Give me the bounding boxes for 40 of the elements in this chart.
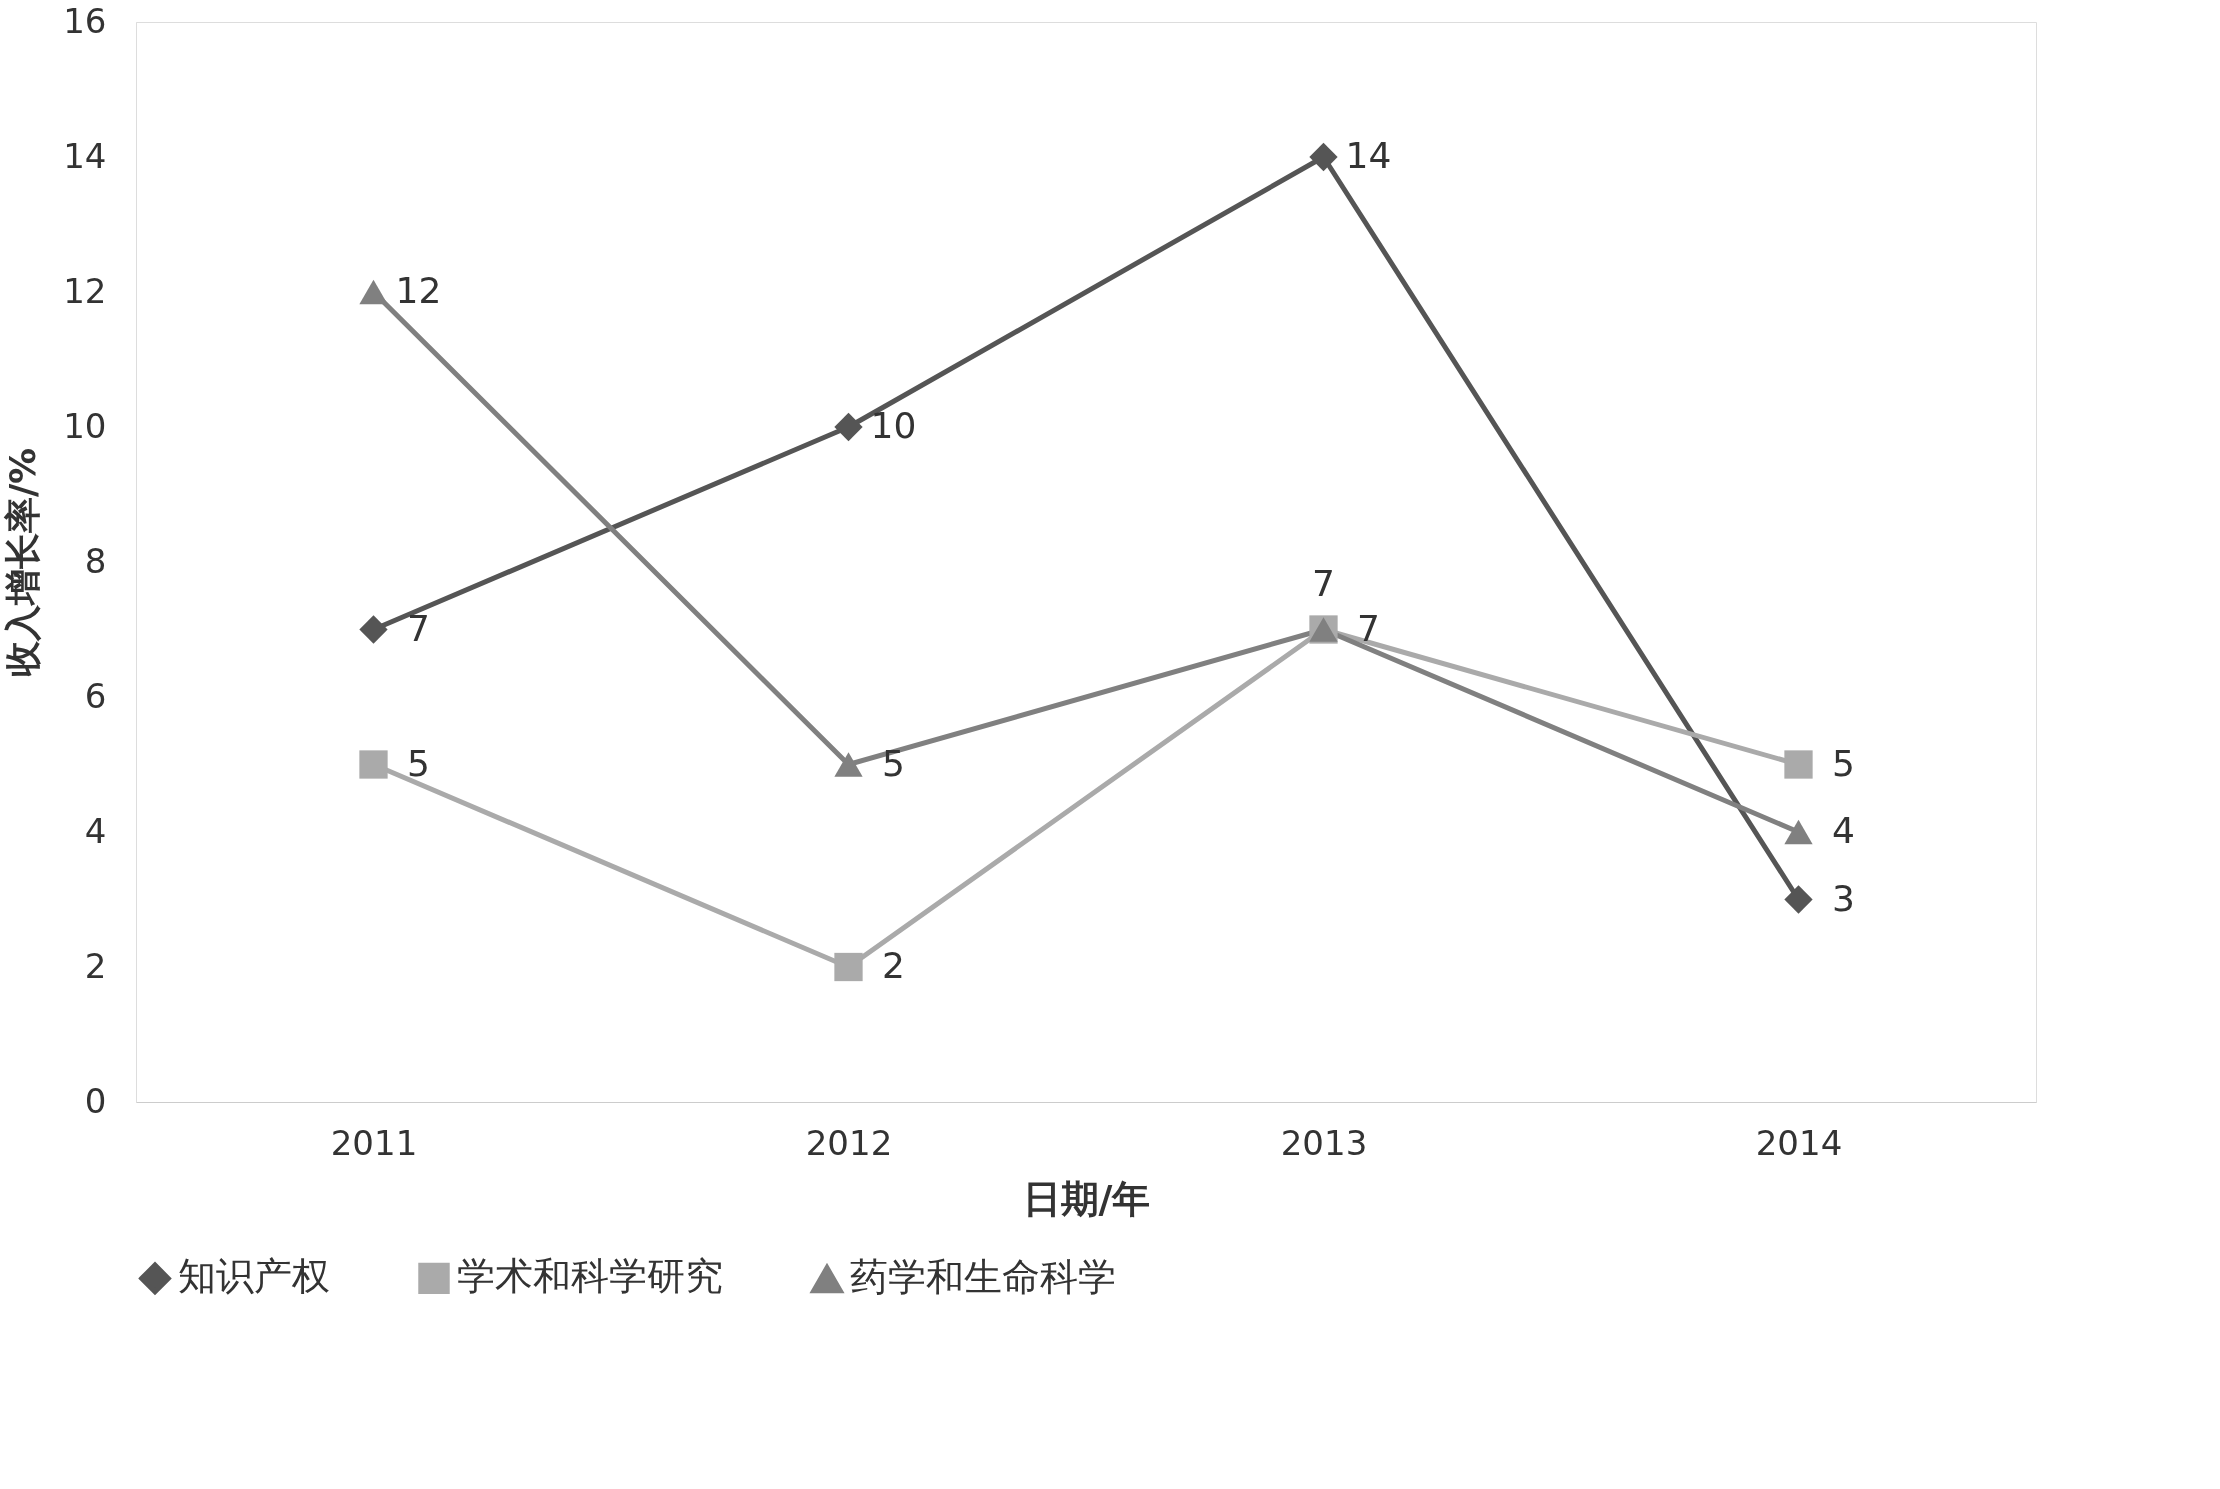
- point: [1784, 819, 1813, 845]
- data-label: 5: [407, 742, 430, 784]
- point: [1309, 142, 1338, 172]
- y-tick-label: 14: [63, 135, 107, 176]
- point: [1784, 885, 1813, 914]
- y-tick-label: 12: [63, 270, 107, 311]
- data-label: 4: [1832, 810, 1855, 851]
- data-label: 14: [1345, 135, 1392, 176]
- data-label: 7: [1357, 607, 1380, 649]
- legend-label: 知识产权: [178, 1254, 330, 1299]
- point: [359, 279, 388, 305]
- point: [834, 952, 863, 982]
- data-label: 3: [1832, 877, 1855, 919]
- y-tick-label: 2: [84, 945, 107, 986]
- y-tick-label: 10: [63, 405, 107, 446]
- point: [359, 615, 388, 644]
- legend-label: 学术和科学研究: [457, 1254, 723, 1299]
- y-tick-label: 0: [84, 1080, 107, 1121]
- x-axis-title: 日期/年: [1022, 1176, 1151, 1221]
- data-label: 5: [882, 742, 905, 784]
- point: [1784, 750, 1813, 779]
- legend-label: 药学和生命科学: [850, 1255, 1116, 1300]
- data-label: 7: [407, 607, 430, 649]
- y-tick-label: 16: [63, 0, 107, 41]
- y-tick-label: 4: [84, 810, 107, 851]
- x-tick-label: 2012: [805, 1122, 893, 1163]
- y-tick-label: 8: [84, 540, 107, 581]
- x-tick-label: 2013: [1280, 1122, 1368, 1163]
- data-label: 10: [870, 405, 917, 446]
- y-tick-label: 6: [84, 675, 107, 716]
- data-label: 5: [1832, 742, 1855, 784]
- point: [834, 752, 863, 777]
- point: [834, 412, 863, 442]
- x-tick-label: 2011: [330, 1122, 418, 1163]
- x-tick-label: 2014: [1755, 1122, 1843, 1163]
- point: [359, 750, 388, 779]
- data-label: 2: [882, 945, 905, 986]
- y-axis-title: 收入增长率/%: [2, 447, 44, 678]
- data-label: 7: [1312, 562, 1335, 604]
- data-label: 12: [395, 270, 442, 311]
